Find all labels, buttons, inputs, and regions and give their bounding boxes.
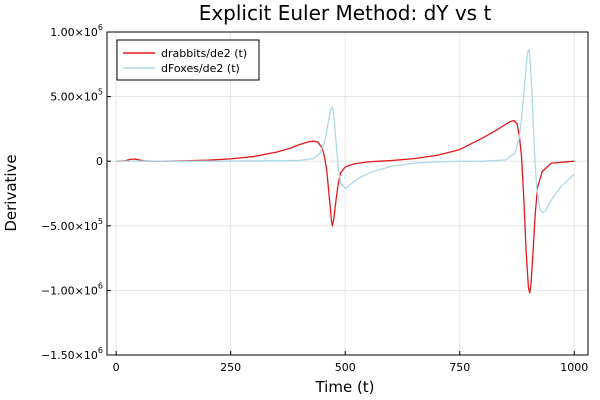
x-tick-label: 250 bbox=[220, 361, 241, 374]
y-tick-label: 0 bbox=[96, 155, 103, 168]
y-tick-label: −1.00×106 bbox=[41, 281, 103, 297]
legend-entry-1: dFoxes/de2 (t) bbox=[161, 62, 240, 75]
x-axis-label: Time (t) bbox=[314, 378, 374, 396]
chart-title: Explicit Euler Method: dY vs t bbox=[199, 1, 492, 25]
y-tick-label: 1.00×106 bbox=[50, 23, 103, 39]
x-tick-label: 0 bbox=[113, 361, 120, 374]
y-axis-label: Derivative bbox=[2, 154, 20, 231]
x-tick-label: 500 bbox=[335, 361, 356, 374]
y-tick-label: −5.00×105 bbox=[41, 217, 103, 233]
y-tick-label: −1.50×106 bbox=[41, 346, 103, 362]
plot-frame bbox=[106, 31, 589, 356]
x-tick-label: 750 bbox=[449, 361, 470, 374]
y-tick-label: 5.00×105 bbox=[50, 88, 103, 104]
legend-entry-0: drabbits/de2 (t) bbox=[161, 47, 247, 60]
legend: drabbits/de2 (t) dFoxes/de2 (t) bbox=[116, 39, 260, 81]
legend-box bbox=[116, 39, 260, 81]
series-line-1 bbox=[116, 48, 575, 214]
x-tick-label: 1000 bbox=[560, 361, 588, 374]
